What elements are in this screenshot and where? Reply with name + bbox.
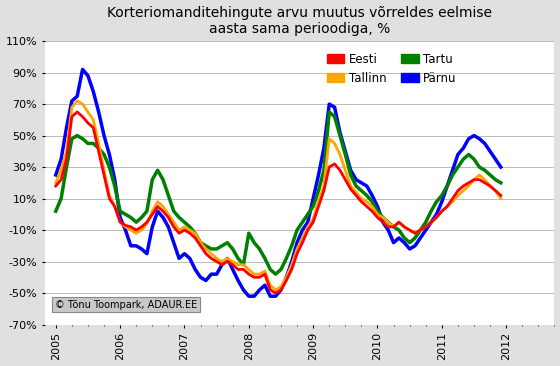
Tartu: [272, 272, 279, 276]
Tartu: [422, 220, 429, 224]
Pärnu: [262, 283, 268, 287]
Pärnu: [58, 157, 64, 161]
Line: Pärnu: Pärnu: [56, 70, 501, 296]
Tallinn: [74, 99, 81, 103]
Tallinn: [272, 288, 279, 292]
Eesti: [58, 178, 64, 182]
Pärnu: [283, 275, 290, 280]
Eesti: [85, 121, 91, 125]
Tartu: [401, 236, 408, 240]
Pärnu: [85, 74, 91, 78]
Pärnu: [497, 165, 504, 169]
Eesti: [497, 193, 504, 198]
Eesti: [401, 225, 408, 229]
Pärnu: [422, 228, 429, 232]
Line: Eesti: Eesti: [56, 112, 501, 293]
Tallinn: [256, 272, 263, 276]
Text: © Tõnu Toompark, ADAUR.EE: © Tõnu Toompark, ADAUR.EE: [55, 299, 197, 310]
Legend: Eesti, Tallinn, Tartu, Pärnu: Eesti, Tallinn, Tartu, Pärnu: [326, 53, 457, 85]
Tallinn: [283, 275, 290, 280]
Pärnu: [401, 240, 408, 245]
Tartu: [251, 240, 258, 245]
Tartu: [58, 197, 64, 201]
Tartu: [497, 181, 504, 185]
Pärnu: [53, 173, 59, 177]
Tallinn: [58, 168, 64, 172]
Eesti: [272, 291, 279, 295]
Pärnu: [79, 67, 86, 72]
Eesti: [283, 278, 290, 283]
Eesti: [422, 225, 429, 229]
Tallinn: [53, 181, 59, 185]
Tartu: [326, 110, 333, 114]
Tartu: [53, 209, 59, 213]
Pärnu: [245, 294, 252, 298]
Tartu: [79, 137, 86, 141]
Eesti: [74, 110, 81, 114]
Eesti: [53, 184, 59, 188]
Line: Tallinn: Tallinn: [56, 101, 501, 290]
Tallinn: [85, 110, 91, 114]
Tallinn: [422, 225, 429, 229]
Tartu: [278, 267, 284, 272]
Tallinn: [401, 225, 408, 229]
Title: Korteriomanditehingute arvu muutus võrreldes eelmise
aasta sama perioodiga, %: Korteriomanditehingute arvu muutus võrre…: [107, 5, 492, 36]
Tallinn: [497, 197, 504, 201]
Line: Tartu: Tartu: [56, 112, 501, 274]
Eesti: [256, 275, 263, 280]
